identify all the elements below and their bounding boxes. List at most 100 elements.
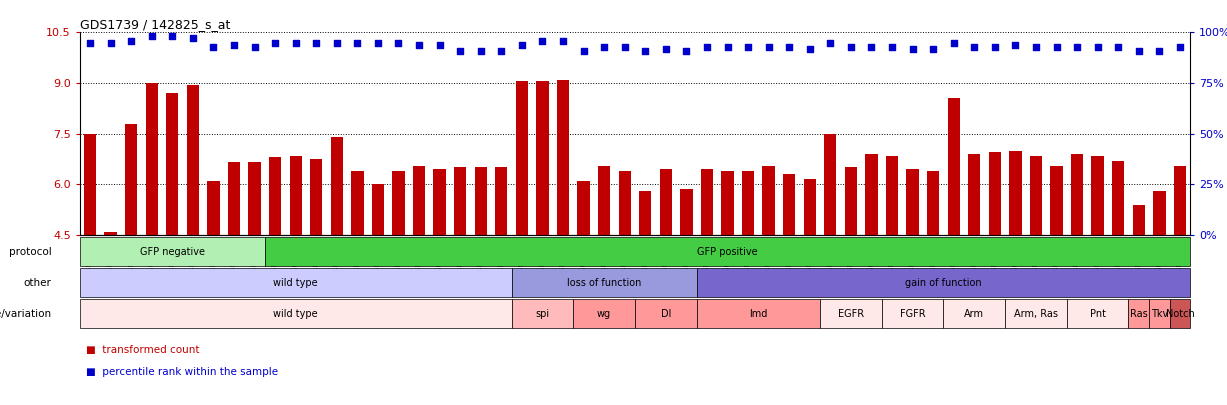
Point [471, 47, 491, 54]
Bar [618, 171, 631, 235]
Bar [372, 184, 384, 235]
Text: GFP negative: GFP negative [140, 247, 205, 256]
Text: wild type: wild type [274, 278, 318, 288]
Point [347, 39, 367, 46]
Bar [578, 181, 590, 235]
Text: genotype/variation: genotype/variation [0, 309, 52, 319]
Point [265, 39, 285, 46]
Text: Tkv: Tkv [1151, 309, 1168, 319]
Bar [1174, 166, 1187, 235]
Point [944, 39, 963, 46]
Text: Arm: Arm [964, 309, 984, 319]
Text: wild type: wild type [274, 309, 318, 319]
Text: spi: spi [535, 309, 550, 319]
Text: loss of function: loss of function [567, 278, 642, 288]
Bar [1010, 151, 1022, 235]
Point [204, 43, 223, 50]
Bar [886, 156, 898, 235]
Point [985, 43, 1005, 50]
Bar [680, 190, 692, 235]
Bar [166, 93, 178, 235]
Bar [947, 98, 960, 235]
Bar [454, 167, 466, 235]
Point [615, 43, 634, 50]
Point [758, 43, 778, 50]
Bar [907, 169, 919, 235]
Point [307, 39, 326, 46]
Point [861, 43, 881, 50]
Point [1129, 47, 1148, 54]
Bar [783, 174, 795, 235]
Point [389, 39, 409, 46]
Text: gain of function: gain of function [906, 278, 982, 288]
Bar [598, 166, 610, 235]
Bar [804, 179, 816, 235]
Bar [393, 171, 405, 235]
Text: Notch: Notch [1166, 309, 1194, 319]
Bar [989, 152, 1001, 235]
Text: protocol: protocol [9, 247, 52, 256]
Point [821, 39, 840, 46]
Text: Arm, Ras: Arm, Ras [1014, 309, 1058, 319]
Point [368, 39, 388, 46]
Text: lmd: lmd [750, 309, 768, 319]
Point [594, 43, 614, 50]
Bar [701, 169, 713, 235]
Point [1108, 43, 1128, 50]
Bar [557, 80, 569, 235]
Bar [1050, 166, 1063, 235]
Point [636, 47, 655, 54]
Bar [865, 154, 877, 235]
Bar [475, 167, 487, 235]
Bar [433, 169, 445, 235]
Text: Dl: Dl [660, 309, 671, 319]
Bar [844, 167, 856, 235]
Point [1088, 43, 1108, 50]
Bar [1029, 156, 1042, 235]
Bar [146, 83, 158, 235]
Bar [83, 134, 96, 235]
Point [121, 37, 141, 44]
Bar [330, 137, 344, 235]
Bar [721, 171, 734, 235]
Bar [187, 85, 199, 235]
Point [840, 43, 860, 50]
Point [183, 35, 202, 42]
Point [903, 45, 923, 52]
Bar [228, 162, 240, 235]
Bar [926, 171, 940, 235]
Point [800, 45, 820, 52]
Point [964, 43, 984, 50]
Point [101, 39, 120, 46]
Bar [742, 171, 755, 235]
Point [924, 45, 944, 52]
Bar [762, 166, 774, 235]
Bar [496, 167, 508, 235]
Point [286, 39, 306, 46]
Bar [269, 157, 281, 235]
Bar [248, 162, 260, 235]
Bar [412, 166, 426, 235]
Point [225, 41, 244, 48]
Point [410, 41, 429, 48]
Point [1067, 43, 1087, 50]
Text: EGFR: EGFR [838, 309, 864, 319]
Text: ■  transformed count: ■ transformed count [86, 345, 200, 355]
Point [779, 43, 799, 50]
Bar [1092, 156, 1104, 235]
Text: Pnt: Pnt [1090, 309, 1106, 319]
Point [162, 33, 182, 40]
Bar [968, 154, 980, 235]
Point [244, 43, 264, 50]
Point [574, 47, 594, 54]
Bar [104, 232, 117, 235]
Bar [536, 81, 548, 235]
Bar [660, 169, 672, 235]
Point [697, 43, 717, 50]
Bar [1153, 191, 1166, 235]
Text: other: other [23, 278, 52, 288]
Bar [515, 81, 528, 235]
Point [512, 41, 531, 48]
Bar [639, 191, 652, 235]
Point [676, 47, 696, 54]
